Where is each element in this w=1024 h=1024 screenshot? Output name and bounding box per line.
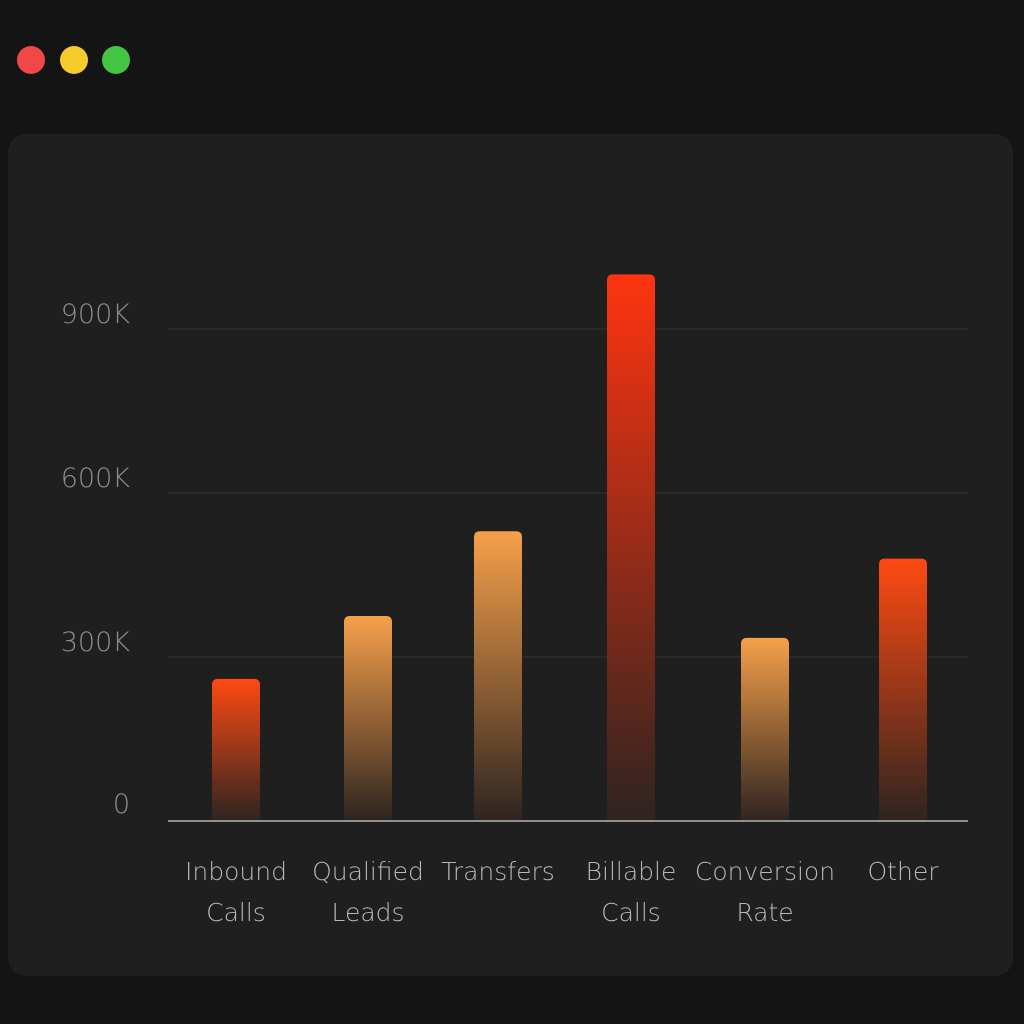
y-tick-label: 0 — [113, 789, 130, 820]
x-category-label: Rate — [736, 898, 793, 927]
bar — [741, 637, 789, 821]
bar — [607, 274, 655, 821]
bar — [879, 558, 927, 821]
y-tick-label: 900K — [61, 299, 131, 330]
y-tick-label: 300K — [61, 627, 131, 658]
bar — [474, 531, 522, 821]
minimize-button[interactable] — [60, 46, 88, 74]
bar — [212, 678, 260, 821]
x-category-label: Other — [868, 857, 940, 886]
x-category-label: Inbound — [185, 857, 287, 886]
x-category-label: Transfers — [441, 857, 555, 886]
x-category-label: Calls — [206, 898, 266, 927]
zoom-button[interactable] — [102, 46, 130, 74]
y-axis-ticks: 0 300K 600K 900K — [61, 299, 131, 820]
title-bar — [0, 0, 1024, 120]
x-category-label: Qualified — [312, 857, 424, 886]
close-button[interactable] — [17, 46, 45, 74]
x-category-label: Conversion — [695, 857, 835, 886]
bar — [344, 616, 392, 821]
x-category-label: Leads — [331, 898, 404, 927]
bars — [212, 274, 927, 821]
x-axis-labels: Inbound Calls Qualified Leads Transfers Billa… — [185, 857, 939, 927]
grid-lines — [168, 328, 968, 658]
x-category-label: Billable — [586, 857, 677, 886]
y-tick-label: 600K — [61, 463, 131, 494]
x-category-label: Calls — [601, 898, 661, 927]
